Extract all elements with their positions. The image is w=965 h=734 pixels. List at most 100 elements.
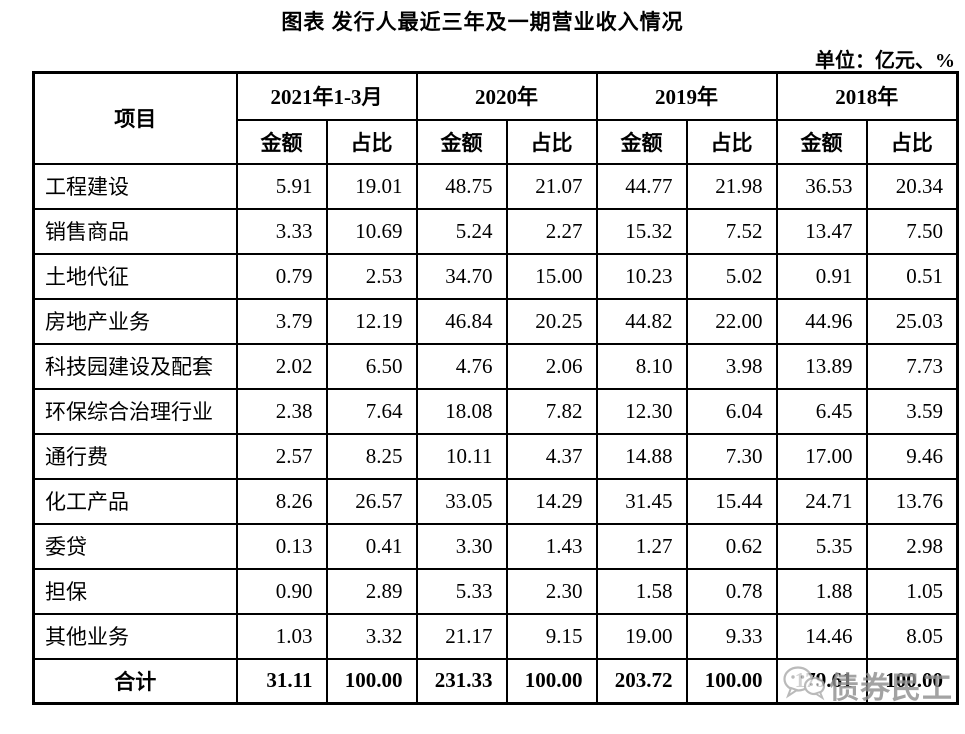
value-cell: 13.76: [865, 477, 959, 525]
value-cell: 8.05: [865, 612, 959, 660]
subheader-amount: 金额: [235, 118, 328, 165]
value-cell: 4.37: [505, 432, 598, 480]
value-cell: 2.30: [505, 567, 598, 615]
period-header-2021q1: 2021年1-3月: [235, 71, 418, 121]
value-cell: 31.45: [595, 477, 688, 525]
value-cell: 21.17: [415, 612, 508, 660]
value-cell: 10.23: [595, 252, 688, 300]
value-cell: 0.90: [235, 567, 328, 615]
value-cell: 48.75: [415, 162, 508, 210]
value-cell: 7.50: [865, 207, 959, 255]
item-cell: 房地产业务: [32, 297, 238, 345]
table-row: 科技园建设及配套 2.02 6.50 4.76 2.06 8.10 3.98 13.89 7.7…: [32, 342, 959, 390]
value-cell: 100.00: [685, 657, 778, 705]
table-row: 房地产业务 3.79 12.19 46.84 20.25 44.82 22.00 44.96 2…: [32, 297, 959, 345]
value-cell: 10.69: [325, 207, 418, 255]
item-cell: 科技园建设及配套: [32, 342, 238, 390]
period-header-2019: 2019年: [595, 71, 778, 121]
value-cell: 19.00: [595, 612, 688, 660]
table-body: 工程建设 5.91 19.01 48.75 21.07 44.77 21.98 36.53 20…: [32, 162, 959, 705]
value-cell: 46.84: [415, 297, 508, 345]
value-cell: 7.82: [505, 387, 598, 435]
value-cell: 14.88: [595, 432, 688, 480]
value-cell: 15.00: [505, 252, 598, 300]
item-cell: 委贷: [32, 522, 238, 570]
item-cell: 销售商品: [32, 207, 238, 255]
value-cell: 17.00: [775, 432, 868, 480]
value-cell: 18.08: [415, 387, 508, 435]
value-cell: 1.43: [505, 522, 598, 570]
value-cell: 2.02: [235, 342, 328, 390]
value-cell: 6.50: [325, 342, 418, 390]
table-row: 委贷 0.13 0.41 3.30 1.43 1.27 0.62 5.35 2.98: [32, 522, 959, 570]
value-cell: 33.05: [415, 477, 508, 525]
item-column-header: 项目: [32, 71, 238, 165]
value-cell: 5.91: [235, 162, 328, 210]
value-cell: 231.33: [415, 657, 508, 705]
subheader-amount: 金额: [415, 118, 508, 165]
value-cell: 12.30: [595, 387, 688, 435]
value-cell: 2.98: [865, 522, 959, 570]
value-cell: 2.89: [325, 567, 418, 615]
subheader-ratio: 占比: [685, 118, 778, 165]
value-cell: 1.27: [595, 522, 688, 570]
subheader-amount: 金额: [775, 118, 868, 165]
value-cell: 6.04: [685, 387, 778, 435]
value-cell: 13.47: [775, 207, 868, 255]
table-row: 土地代征 0.79 2.53 34.70 15.00 10.23 5.02 0.91 0.51: [32, 252, 959, 300]
value-cell: 3.79: [235, 297, 328, 345]
value-cell: 3.32: [325, 612, 418, 660]
value-cell: 44.82: [595, 297, 688, 345]
table-row: 通行费 2.57 8.25 10.11 4.37 14.88 7.30 17.00 9.46: [32, 432, 959, 480]
value-cell: 22.00: [685, 297, 778, 345]
period-header-2018: 2018年: [775, 71, 959, 121]
subheader-ratio: 占比: [325, 118, 418, 165]
value-cell: 15.44: [685, 477, 778, 525]
value-cell: 100.00: [505, 657, 598, 705]
value-cell: 3.33: [235, 207, 328, 255]
value-cell: 7.30: [685, 432, 778, 480]
table-row: 其他业务 1.03 3.32 21.17 9.15 19.00 9.33 14.46 8.05: [32, 612, 959, 660]
value-cell: 19.01: [325, 162, 418, 210]
header-row-periods: 项目 2021年1-3月 2020年 2019年 2018年: [32, 71, 959, 165]
value-cell: 8.10: [595, 342, 688, 390]
value-cell: 15.32: [595, 207, 688, 255]
value-cell: 0.51: [865, 252, 959, 300]
value-cell: 3.30: [415, 522, 508, 570]
value-cell: 203.72: [595, 657, 688, 705]
value-cell: 9.46: [865, 432, 959, 480]
value-cell: 36.53: [775, 162, 868, 210]
period-header-2020: 2020年: [415, 71, 598, 121]
table-row: 化工产品 8.26 26.57 33.05 14.29 31.45 15.44 24.71 13…: [32, 477, 959, 525]
value-cell: 34.70: [415, 252, 508, 300]
value-cell: 20.34: [865, 162, 959, 210]
value-cell: 100.00: [325, 657, 418, 705]
value-cell: 4.76: [415, 342, 508, 390]
value-cell: 0.79: [235, 252, 328, 300]
item-cell: 通行费: [32, 432, 238, 480]
value-cell: 1.58: [595, 567, 688, 615]
item-cell: 工程建设: [32, 162, 238, 210]
value-cell: 100.00: [865, 657, 959, 705]
value-cell: 8.26: [235, 477, 328, 525]
value-cell: 14.29: [505, 477, 598, 525]
value-cell: 31.11: [235, 657, 328, 705]
value-cell: 5.24: [415, 207, 508, 255]
subheader-ratio: 占比: [505, 118, 598, 165]
value-cell: 13.89: [775, 342, 868, 390]
value-cell: 3.98: [685, 342, 778, 390]
value-cell: 26.57: [325, 477, 418, 525]
value-cell: 2.06: [505, 342, 598, 390]
value-cell: 5.02: [685, 252, 778, 300]
item-cell: 化工产品: [32, 477, 238, 525]
table-row: 销售商品 3.33 10.69 5.24 2.27 15.32 7.52 13.47 7.50: [32, 207, 959, 255]
value-cell: 7.52: [685, 207, 778, 255]
value-cell: 1.03: [235, 612, 328, 660]
table-row: 担保 0.90 2.89 5.33 2.30 1.58 0.78 1.88 1.05: [32, 567, 959, 615]
value-cell: 10.11: [415, 432, 508, 480]
table-row: 环保综合治理行业 2.38 7.64 18.08 7.82 12.30 6.04 6.45 3.…: [32, 387, 959, 435]
value-cell: 7.64: [325, 387, 418, 435]
value-cell: 24.71: [775, 477, 868, 525]
item-cell: 土地代征: [32, 252, 238, 300]
value-cell: 44.77: [595, 162, 688, 210]
